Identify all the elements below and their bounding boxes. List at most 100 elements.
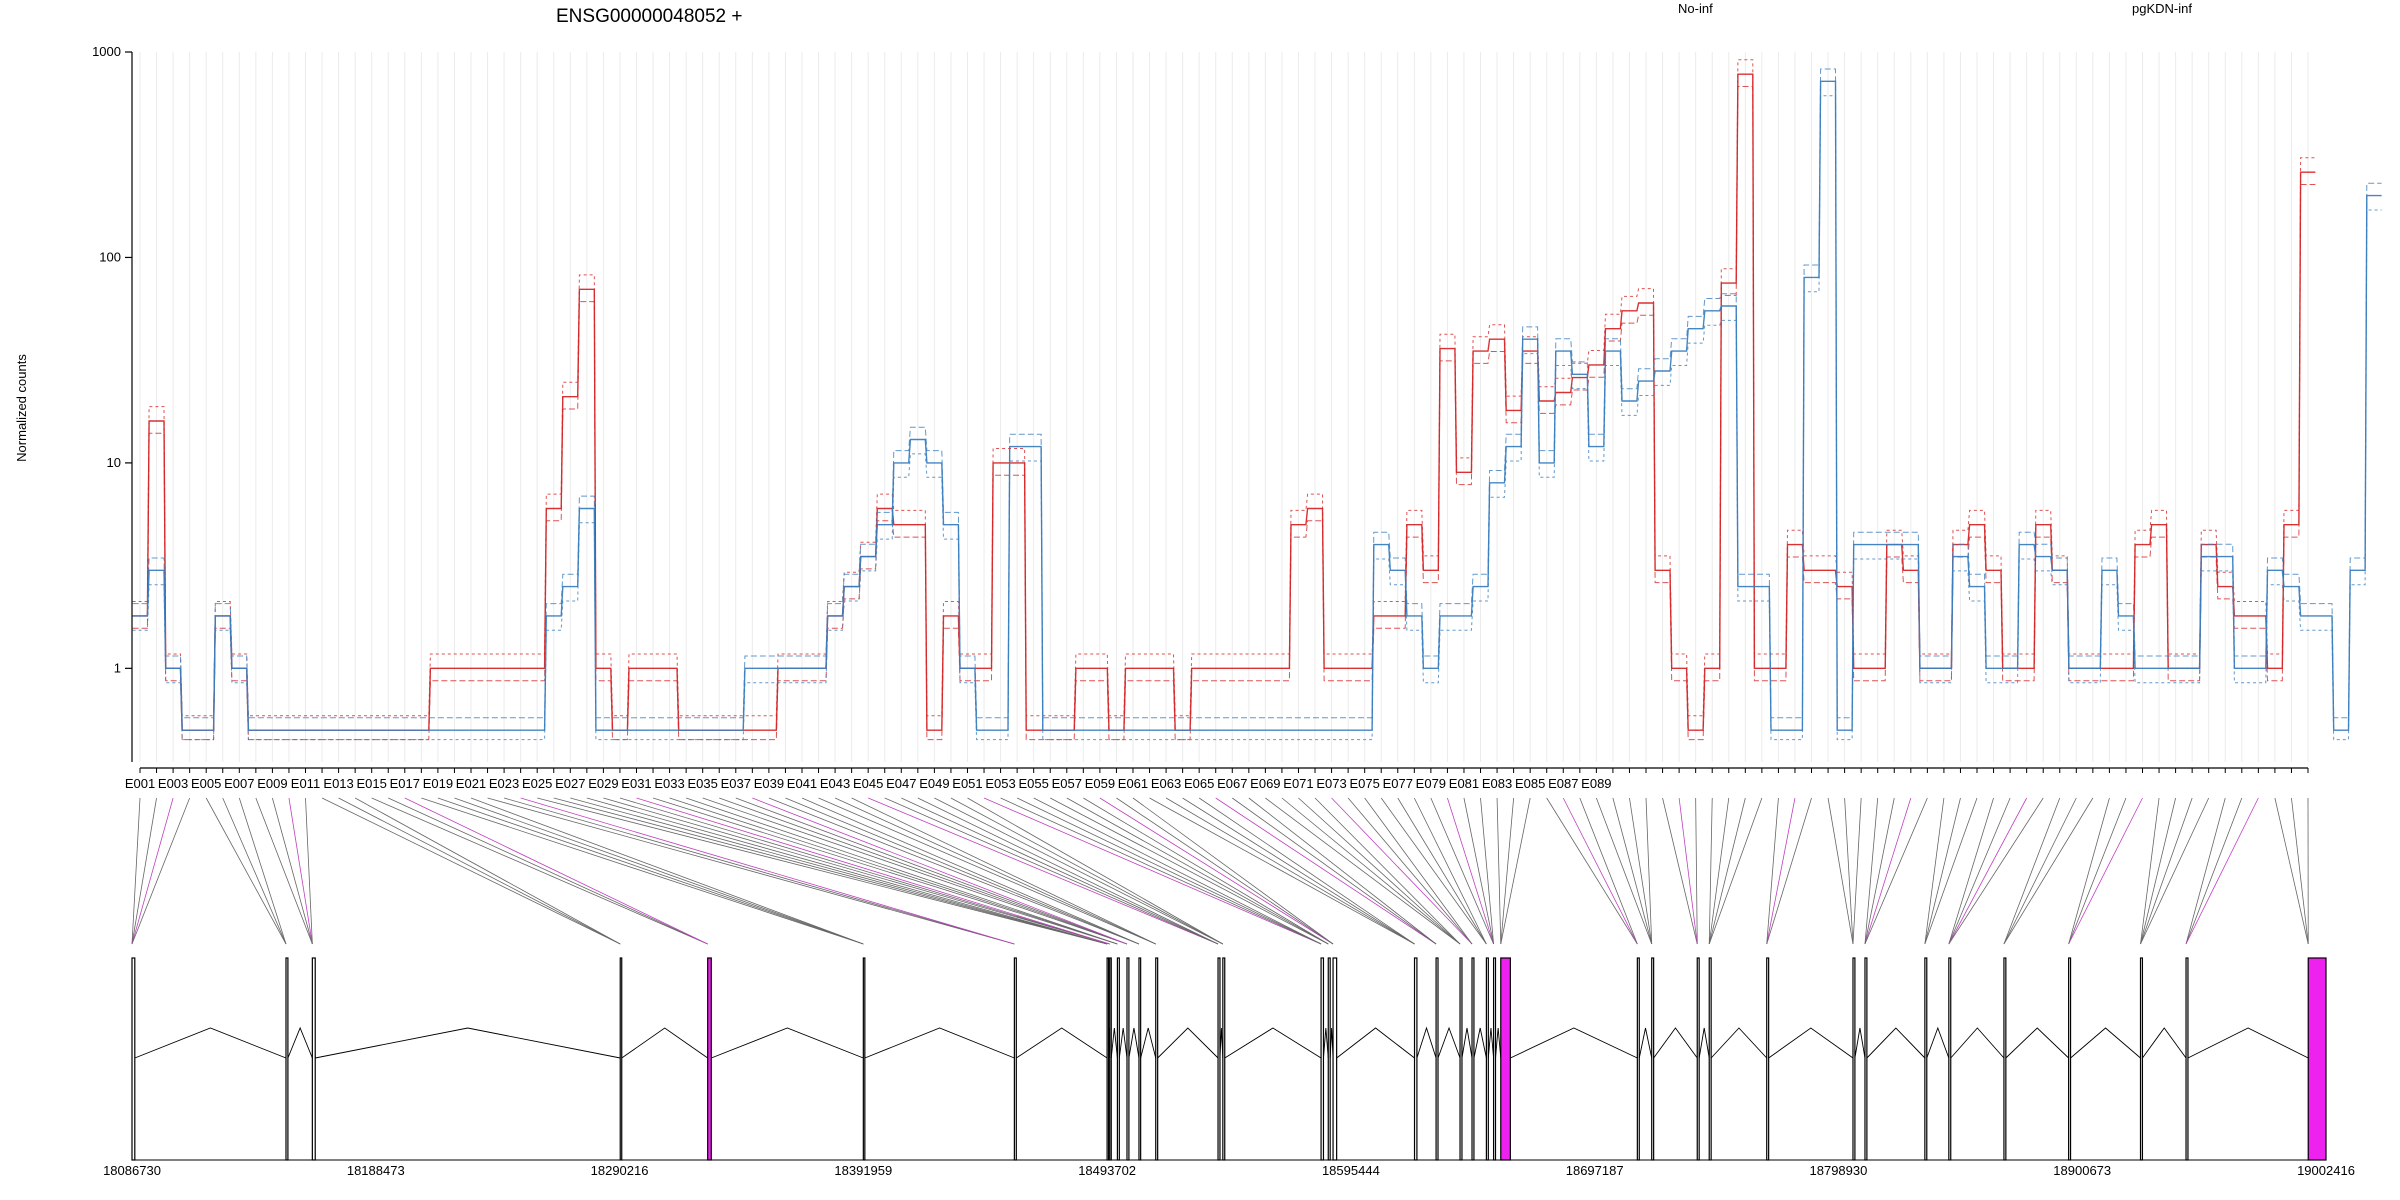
exon-connector <box>131 797 157 945</box>
exon-connector <box>818 797 1156 945</box>
model-exon <box>1217 957 1221 1161</box>
exon-connector <box>2185 797 2259 945</box>
exon-connector <box>735 797 1128 945</box>
model-exon <box>131 957 136 1161</box>
exon-connector <box>553 797 1108 945</box>
exon-label: E001 <box>125 776 155 791</box>
exon-connector <box>1500 797 1515 945</box>
exon-connector <box>1948 797 1994 945</box>
exon-label: E021 <box>456 776 486 791</box>
model-exon <box>1708 957 1712 1161</box>
exon-connector <box>1579 797 1638 945</box>
exon-connector <box>288 797 313 945</box>
model-intron <box>864 1027 1015 1059</box>
exon-connector <box>1948 797 2011 945</box>
model-exon <box>1852 957 1856 1161</box>
exon-connector <box>851 797 1156 945</box>
model-intron <box>1866 1027 1926 1059</box>
exon-connector <box>503 797 1015 945</box>
model-intron <box>621 1027 708 1059</box>
coordinate-label: 18697187 <box>1566 1163 1624 1178</box>
exon-connector <box>1380 797 1487 945</box>
exon-connector <box>1708 797 1730 945</box>
exon-connector <box>388 797 708 945</box>
exon-label: E077 <box>1383 776 1413 791</box>
exon-connector <box>1281 797 1461 945</box>
exon-label: E033 <box>654 776 684 791</box>
exon-connector <box>1766 797 1812 945</box>
exon-label: E055 <box>1018 776 1048 791</box>
exon-connector <box>1562 797 1638 945</box>
model-exon <box>707 957 712 1161</box>
exon-label: E075 <box>1349 776 1379 791</box>
exon-connector <box>1662 797 1698 945</box>
model-exon <box>1106 957 1110 1161</box>
model-intron <box>1323 1027 1329 1059</box>
genomic-coordinates: 18086730 18188473 18290216 18391959 18493702… <box>103 1163 2355 1178</box>
model-exon <box>1864 957 1868 1161</box>
model-exon <box>1766 957 1770 1161</box>
exon-label: E079 <box>1416 776 1446 791</box>
model-intron <box>1118 1027 1128 1059</box>
model-exon <box>1126 957 1130 1161</box>
exon-connector <box>222 797 287 945</box>
exon-label: E045 <box>853 776 883 791</box>
exon-connector <box>487 797 1015 945</box>
exon-label: E057 <box>1052 776 1082 791</box>
model-exon <box>1327 957 1331 1161</box>
exon-connector <box>1766 797 1796 945</box>
exon-connector <box>354 797 621 945</box>
exon-label: E037 <box>721 776 751 791</box>
exon-connector <box>1413 797 1487 945</box>
legend-no-inf: No-inf <box>1678 1 1713 16</box>
model-intron <box>1854 1027 1866 1059</box>
exon-connector <box>2003 797 2061 945</box>
exon-label: E047 <box>886 776 916 791</box>
exon-connector <box>669 797 1118 945</box>
series-line-pgkdn-inf <box>132 68 2382 719</box>
exon-connector <box>1132 797 1334 945</box>
exon-connector <box>2003 797 2077 945</box>
exon-connector <box>1864 797 1928 945</box>
exon-connector <box>1546 797 1638 945</box>
exon-connector <box>1430 797 1494 945</box>
model-intron <box>1698 1027 1710 1059</box>
model-intron <box>2187 1027 2309 1059</box>
exon-connector <box>917 797 1219 945</box>
exon-connector <box>1447 797 1494 945</box>
exon-connector <box>470 797 864 945</box>
exon-label: E025 <box>522 776 552 791</box>
exon-label: E027 <box>555 776 585 791</box>
exon-connector <box>131 797 141 945</box>
exon-connector <box>1864 797 1912 945</box>
model-intron <box>287 1026 313 1059</box>
model-exon <box>1109 957 1112 1161</box>
exon-label: E059 <box>1085 776 1115 791</box>
exon-label: E009 <box>257 776 287 791</box>
exon-connector <box>834 797 1156 945</box>
model-exon <box>1013 957 1017 1161</box>
exon-connector <box>719 797 1128 945</box>
exon-connector <box>1397 797 1487 945</box>
exon-connector <box>272 797 313 945</box>
model-exon <box>1500 957 1511 1161</box>
exon-connector <box>1708 797 1713 945</box>
exon-connector <box>1331 797 1473 945</box>
exon-connector <box>1924 797 1961 945</box>
exon-connector <box>967 797 1224 945</box>
exon-connector <box>934 797 1224 945</box>
model-intron <box>1224 1027 1322 1059</box>
exon-connector <box>1645 797 1653 945</box>
exon-connector <box>2140 797 2160 945</box>
exon-connector <box>2185 797 2243 945</box>
model-intron <box>1128 1027 1140 1059</box>
series-line-no-inf <box>132 73 2316 731</box>
exon-label: E041 <box>787 776 817 791</box>
coordinate-label: 18290216 <box>591 1163 649 1178</box>
model-intron <box>2142 1027 2187 1059</box>
model-exon <box>2185 957 2189 1161</box>
exon-connector <box>338 797 621 945</box>
exon-connector <box>1050 797 1329 945</box>
model-intron <box>1473 1027 1487 1059</box>
